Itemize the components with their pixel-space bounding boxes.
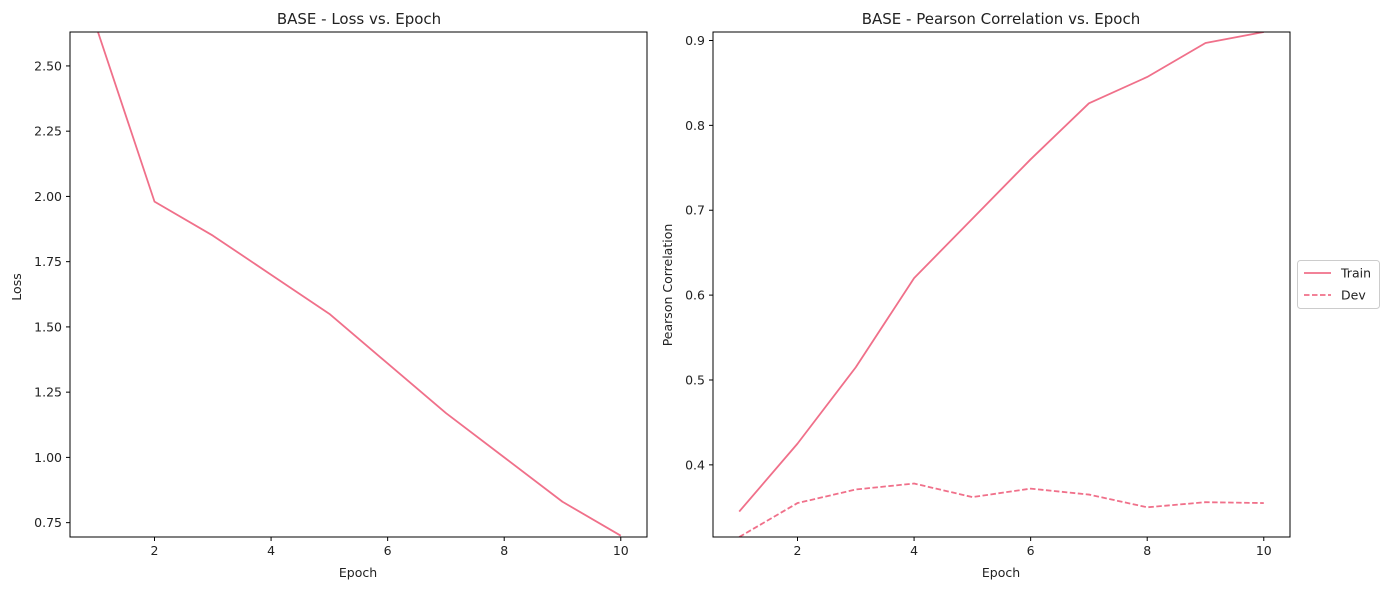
loss-chart-ytick-label: 2.25 <box>34 124 62 139</box>
pearson-chart-frame <box>712 31 1291 538</box>
loss-chart-xtick-label: 10 <box>613 543 629 558</box>
pearson-chart-ytick-label: 0.8 <box>685 118 705 133</box>
pearson-chart-xtick-label: 2 <box>794 543 802 558</box>
pearson-chart-dev-line <box>738 482 1264 537</box>
loss-chart-ytick-label: 2.50 <box>34 58 62 73</box>
loss-chart-ytick-label: 1.50 <box>34 319 62 334</box>
loss-chart-xtick-label: 2 <box>151 543 159 558</box>
loss-chart-frame <box>69 31 648 538</box>
loss-chart-xtick-label: 4 <box>267 543 275 558</box>
loss-chart-xlabel: Epoch <box>339 565 377 580</box>
pearson-chart-ytick-label: 0.9 <box>685 33 705 48</box>
loss-chart-ytick-label: 0.75 <box>34 515 62 530</box>
pearson-chart-xtick-label: 4 <box>910 543 918 558</box>
pearson-chart: BASE - Pearson Correlation vs. Epoch Epo… <box>660 10 1291 580</box>
loss-chart-xtick-label: 8 <box>500 543 508 558</box>
loss-chart-ytick-label: 1.25 <box>34 385 62 400</box>
legend-train-label: Train <box>1340 266 1371 281</box>
pearson-chart-ytick-label: 0.5 <box>685 372 705 387</box>
loss-chart: BASE - Loss vs. Epoch Epoch Loss 2 4 6 8 10 0… <box>9 10 648 580</box>
pearson-chart-title: BASE - Pearson Correlation vs. Epoch <box>862 10 1141 28</box>
pearson-chart-ylabel: Pearson Correlation <box>660 224 675 347</box>
pearson-chart-xtick-label: 6 <box>1027 543 1035 558</box>
loss-chart-ylabel: Loss <box>9 273 24 300</box>
pearson-chart-ticks: 2 4 6 8 10 0.4 0.5 0.6 0.7 0.8 0.9 <box>685 33 1272 558</box>
loss-chart-title: BASE - Loss vs. Epoch <box>277 10 441 28</box>
pearson-chart-train-line <box>738 32 1264 513</box>
loss-chart-lines <box>97 32 622 537</box>
loss-chart-xtick-label: 6 <box>384 543 392 558</box>
loss-chart-series-0-line <box>97 32 622 537</box>
pearson-chart-ytick-label: 0.6 <box>685 288 705 303</box>
pearson-chart-xtick-label: 8 <box>1143 543 1151 558</box>
loss-chart-ytick-label: 2.00 <box>34 189 62 204</box>
loss-chart-ytick-label: 1.00 <box>34 450 62 465</box>
loss-chart-ticks: 2 4 6 8 10 0.75 1.00 1.25 1.50 1.75 2.00 2.25 2.50 <box>34 58 629 558</box>
legend: Train Dev <box>1297 260 1380 309</box>
loss-chart-ytick-label: 1.75 <box>34 254 62 269</box>
legend-dev-label: Dev <box>1341 288 1366 303</box>
pearson-chart-ytick-label: 0.7 <box>685 203 705 218</box>
pearson-chart-xtick-label: 10 <box>1256 543 1272 558</box>
pearson-chart-ytick-label: 0.4 <box>685 457 705 472</box>
pearson-chart-lines <box>738 32 1264 537</box>
pearson-chart-xlabel: Epoch <box>982 565 1020 580</box>
